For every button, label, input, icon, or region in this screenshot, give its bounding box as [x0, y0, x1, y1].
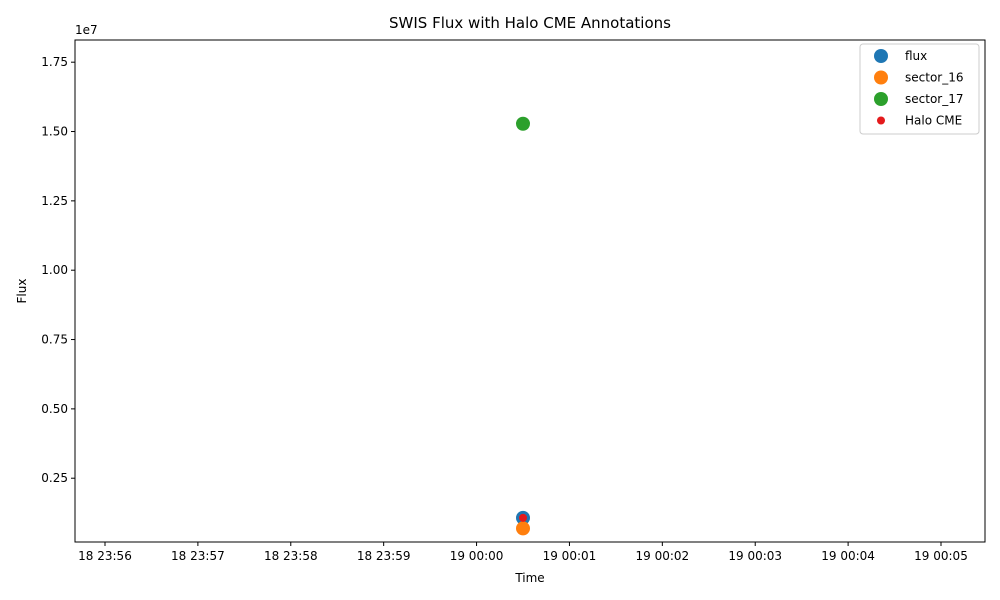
legend-label: flux: [905, 49, 927, 63]
x-tick-label: 19 00:03: [728, 549, 782, 563]
x-tick-label: 18 23:57: [171, 549, 225, 563]
y-tick-label: 1.50: [41, 125, 68, 139]
y-tick-label: 1.25: [41, 194, 68, 208]
x-axis-label: Time: [514, 571, 544, 585]
x-tick-label: 18 23:58: [264, 549, 318, 563]
y-tick-label: 0.50: [41, 402, 68, 416]
y-axis-offset-label: 1e7: [75, 23, 98, 37]
data-points: [516, 116, 530, 536]
x-tick-label: 19 00:00: [450, 549, 504, 563]
y-tick-label: 0.75: [41, 333, 68, 347]
legend-marker: [874, 92, 888, 106]
plot-area: [74, 39, 986, 543]
legend-box: [859, 43, 980, 135]
x-tick-label: 19 00:01: [543, 549, 597, 563]
legend-label: Halo CME: [905, 114, 962, 128]
x-tick-label: 19 00:04: [821, 549, 875, 563]
x-tick-label: 19 00:05: [914, 549, 968, 563]
y-axis: 0.25 0.50 0.75 1.00 1.25 1.50 1.75: [41, 55, 75, 485]
legend-label: sector_16: [905, 71, 963, 85]
x-tick-label: 18 23:59: [357, 549, 411, 563]
legend-label: sector_17: [905, 92, 963, 106]
legend-marker: [877, 116, 885, 125]
chart-title: SWIS Flux with Halo CME Annotations: [389, 14, 671, 32]
y-tick-label: 0.25: [41, 471, 68, 485]
y-axis-label: Flux: [15, 279, 29, 304]
legend-marker: [874, 49, 888, 63]
x-tick-label: 18 23:56: [78, 549, 132, 563]
y-tick-label: 1.00: [41, 263, 68, 277]
point-halo-cme: [519, 513, 527, 522]
legend: flux sector_16 sector_17 Halo CME: [859, 43, 980, 135]
x-axis: 18 23:56 18 23:57 18 23:58 18 23:59 19 00:00…: [78, 542, 968, 563]
point-sector-17: [516, 116, 530, 131]
x-tick-label: 19 00:02: [635, 549, 689, 563]
y-tick-label: 1.75: [41, 55, 68, 69]
legend-marker: [874, 70, 888, 85]
point-sector-16: [516, 521, 530, 536]
